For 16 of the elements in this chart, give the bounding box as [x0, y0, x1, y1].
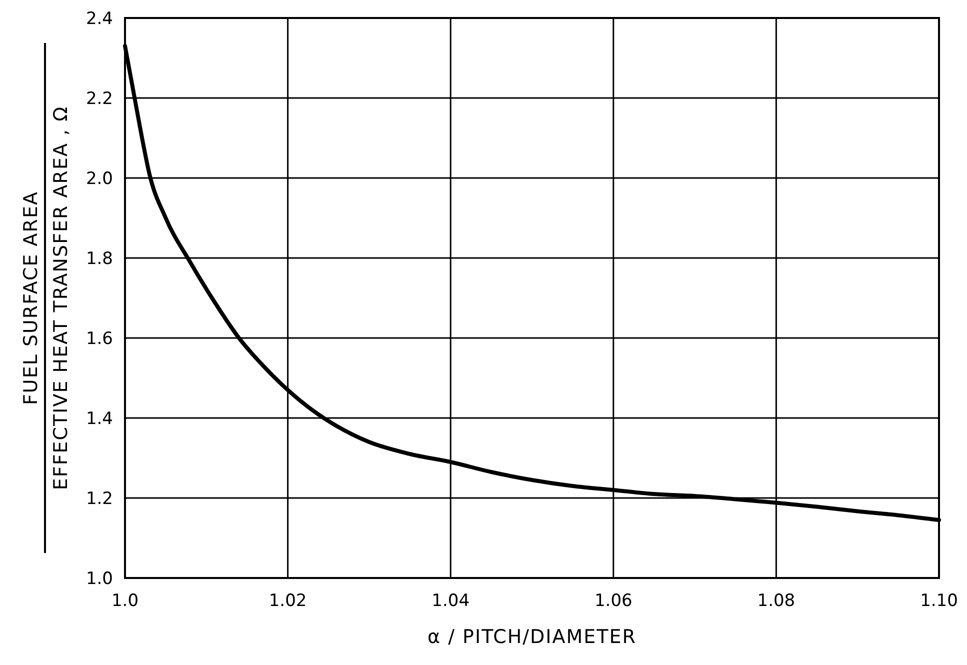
x-axis-title: α / PITCH/DIAMETER	[428, 626, 636, 648]
y-tick-label: 2.2	[86, 89, 113, 109]
x-tick-label: 1.06	[594, 591, 632, 611]
x-tick-label: 1.0	[111, 591, 139, 611]
y-tick-label: 2.4	[86, 9, 113, 29]
y-tick-label: 1.4	[86, 409, 113, 429]
y-axis-title: FUEL SURFACE AREA EFFECTIVE HEAT TRANSFER AREA , Ω	[20, 106, 72, 490]
x-tick-label: 1.02	[268, 591, 307, 611]
y-tick-label: 1.8	[86, 249, 113, 269]
x-tick-label: 1.08	[757, 591, 796, 611]
y-tick-label: 1.0	[86, 569, 113, 589]
y-tick-label: 1.2	[86, 489, 113, 509]
x-tick-label: 1.10	[920, 591, 958, 611]
y-tick-label: 1.6	[86, 329, 113, 349]
x-tick-label: 1.04	[432, 591, 470, 611]
y-tick-label: 2.0	[86, 169, 113, 189]
